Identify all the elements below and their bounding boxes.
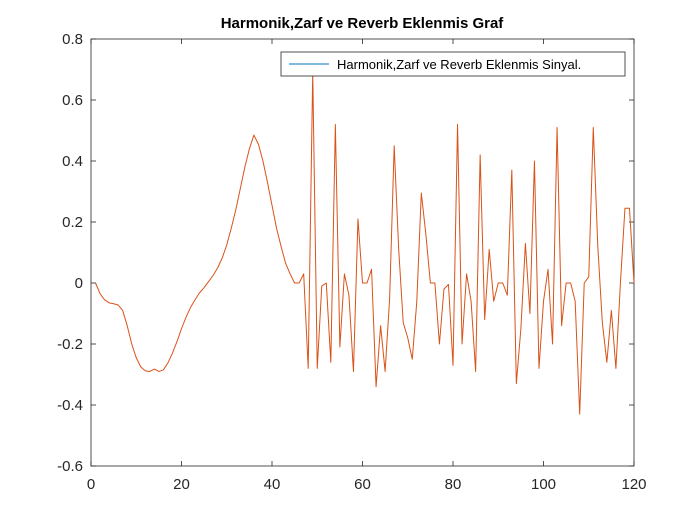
- series-layer: [95, 72, 635, 415]
- y-tick-label: -0.2: [57, 336, 83, 353]
- x-tick-label: 120: [621, 476, 646, 493]
- series-line-0: [95, 72, 635, 415]
- y-tick-label: 0.2: [62, 214, 83, 231]
- x-axis: 0 20 40 60 80 100 120: [87, 39, 647, 493]
- y-tick-label: 0: [75, 275, 83, 292]
- x-tick-label: 100: [531, 476, 556, 493]
- legend: Harmonik,Zarf ve Reverb Eklenmis Sinyal.: [280, 51, 626, 77]
- legend-box: [280, 51, 626, 77]
- x-tick-label: 0: [87, 476, 95, 493]
- y-tick-label: 0.8: [62, 31, 83, 48]
- y-axis: -0.6 -0.4 -0.2 0 0.2 0.4 0.6 0.8: [57, 31, 634, 475]
- plot-area: [90, 38, 635, 467]
- y-tick-label: 0.6: [62, 92, 83, 109]
- chart-title: Harmonik,Zarf ve Reverb Eklenmis Graf: [221, 15, 505, 32]
- legend-label: Harmonik,Zarf ve Reverb Eklenmis Sinyal.: [337, 57, 581, 72]
- y-tick-label: 0.4: [62, 153, 83, 170]
- y-tick-label: -0.6: [57, 458, 83, 475]
- x-tick-label: 20: [173, 476, 190, 493]
- x-tick-label: 60: [354, 476, 371, 493]
- y-tick-label: -0.4: [57, 397, 83, 414]
- x-tick-label: 40: [264, 476, 281, 493]
- x-tick-label: 80: [445, 476, 462, 493]
